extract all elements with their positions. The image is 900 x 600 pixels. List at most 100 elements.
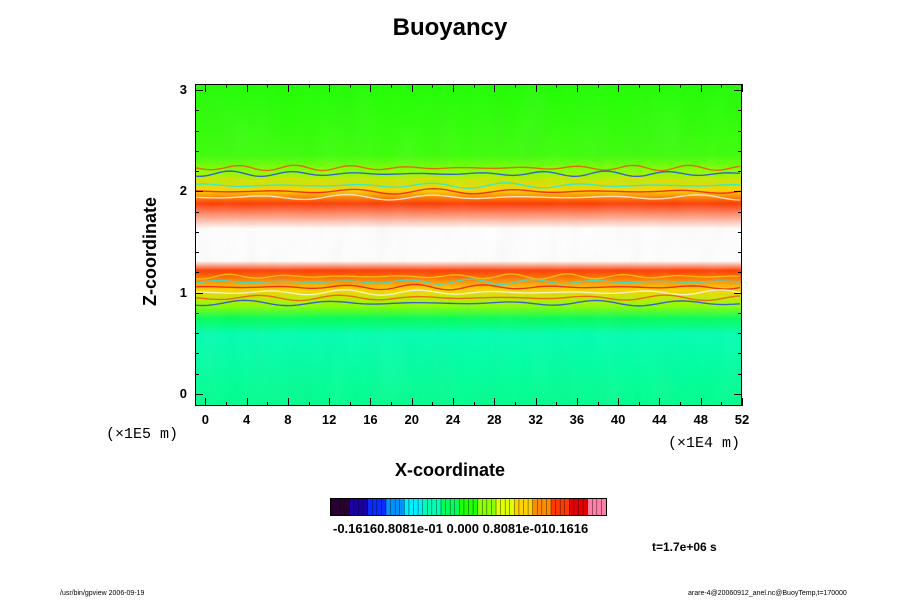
colorbar-segment — [408, 499, 414, 515]
x-tick-label: 48 — [693, 412, 708, 427]
y-minor-tick — [195, 110, 199, 112]
x-major-tick — [535, 398, 537, 406]
x-minor-tick — [349, 402, 351, 406]
colorbar-segment — [569, 499, 575, 515]
x-major-tick — [576, 398, 578, 406]
x-major-tick — [329, 84, 331, 92]
x-minor-tick — [638, 402, 640, 406]
colorbar-segment — [395, 499, 401, 515]
colorbar-segment — [431, 499, 437, 515]
y-minor-tick — [195, 272, 199, 274]
y-minor-tick — [195, 393, 199, 395]
colorbar-segment — [496, 499, 501, 515]
colorbar-segment — [427, 499, 433, 515]
x-major-tick — [535, 84, 537, 92]
colorbar-segment — [473, 499, 478, 515]
x-tick-label: 0 — [201, 412, 209, 427]
y-minor-tick — [738, 292, 742, 294]
x-tick-label: 36 — [569, 412, 585, 427]
x-minor-tick — [391, 402, 393, 406]
y-minor-tick — [195, 211, 199, 213]
colorbar-segment — [372, 499, 378, 515]
y-minor-tick — [738, 110, 742, 112]
colorbar-segment — [459, 499, 465, 515]
colorbar-segment — [573, 499, 579, 515]
y-minor-tick — [195, 312, 199, 314]
x-tick-label: 32 — [528, 412, 543, 427]
y-minor-tick — [195, 130, 199, 132]
colorbar-segment — [468, 499, 474, 515]
colorbar-segment — [436, 499, 442, 515]
x-major-tick — [618, 84, 620, 92]
x-major-tick — [659, 84, 661, 92]
x-major-tick — [370, 84, 372, 92]
x-minor-tick — [225, 84, 227, 88]
time-label: t=1.7e+06 s — [652, 540, 717, 554]
x-major-tick — [287, 398, 289, 406]
colorbar-segment — [441, 499, 446, 515]
x-minor-tick — [721, 402, 723, 406]
y-major-tick — [195, 292, 203, 294]
y-minor-tick — [195, 252, 199, 254]
x-major-tick — [576, 84, 578, 92]
x-minor-tick — [267, 84, 269, 88]
y-minor-tick — [195, 150, 199, 152]
colorbar-segment — [363, 499, 368, 515]
colorbar-segment — [331, 499, 336, 515]
buoyancy-field — [196, 85, 741, 405]
colorbar-segment — [450, 499, 456, 515]
colorbar-segment — [404, 499, 410, 515]
colorbar-segment — [353, 499, 359, 515]
colorbar-segment — [413, 499, 419, 515]
y-axis-label: Z-coordinate — [140, 196, 160, 306]
footer-source: arare-4@20060912_anel.nc@BuoyTemp,t=1700… — [688, 590, 847, 597]
y-minor-tick — [738, 353, 742, 355]
colorbar-segment — [486, 499, 492, 515]
x-axis-label: X-coordinate — [394, 460, 505, 480]
colorbar-segment — [381, 499, 387, 515]
x-major-tick — [742, 84, 743, 92]
x-major-tick — [453, 84, 455, 92]
colorbar-segment — [541, 499, 547, 515]
x-major-tick — [411, 398, 413, 406]
plot-area — [195, 84, 742, 406]
colorbar-segment — [528, 499, 533, 515]
x-minor-tick — [514, 402, 516, 406]
colorbar-segment — [390, 499, 396, 515]
y-minor-tick — [738, 231, 742, 233]
colorbar-segment — [587, 499, 593, 515]
y-minor-tick — [195, 231, 199, 233]
colorbar-segment — [551, 499, 556, 515]
x-minor-tick — [432, 84, 434, 88]
x-major-tick — [494, 84, 496, 92]
x-tick-label: 20 — [404, 412, 419, 427]
x-tick-label: 24 — [445, 412, 461, 427]
colorbar-segment — [418, 499, 423, 515]
x-major-tick — [453, 398, 455, 406]
colorbar-segment — [491, 499, 497, 515]
y-minor-tick — [195, 373, 199, 375]
colorbar-segment — [592, 499, 598, 515]
colorbar-segment — [546, 499, 552, 515]
y-minor-tick — [195, 90, 199, 92]
x-minor-tick — [349, 84, 351, 88]
y-minor-tick — [195, 353, 199, 355]
y-minor-tick — [738, 373, 742, 375]
x-minor-tick — [680, 84, 682, 88]
x-major-tick — [700, 84, 702, 92]
colorbar-segment — [578, 499, 584, 515]
x-major-tick — [411, 84, 413, 92]
colorbar-segment — [463, 499, 469, 515]
x-minor-tick — [473, 84, 475, 88]
colorbar-segment — [564, 499, 570, 515]
x-minor-tick — [556, 84, 558, 88]
x-minor-tick — [308, 84, 310, 88]
x-tick-label: 4 — [242, 412, 251, 427]
colorbar-segment — [422, 499, 428, 515]
y-tick-label: 3 — [179, 82, 187, 98]
x-minor-tick — [597, 84, 599, 88]
colorbar — [330, 498, 607, 516]
y-tick-label: 1 — [179, 284, 187, 300]
y-axis-unit: (×1E5 m) — [106, 426, 179, 443]
x-tick-label: 40 — [610, 412, 626, 427]
